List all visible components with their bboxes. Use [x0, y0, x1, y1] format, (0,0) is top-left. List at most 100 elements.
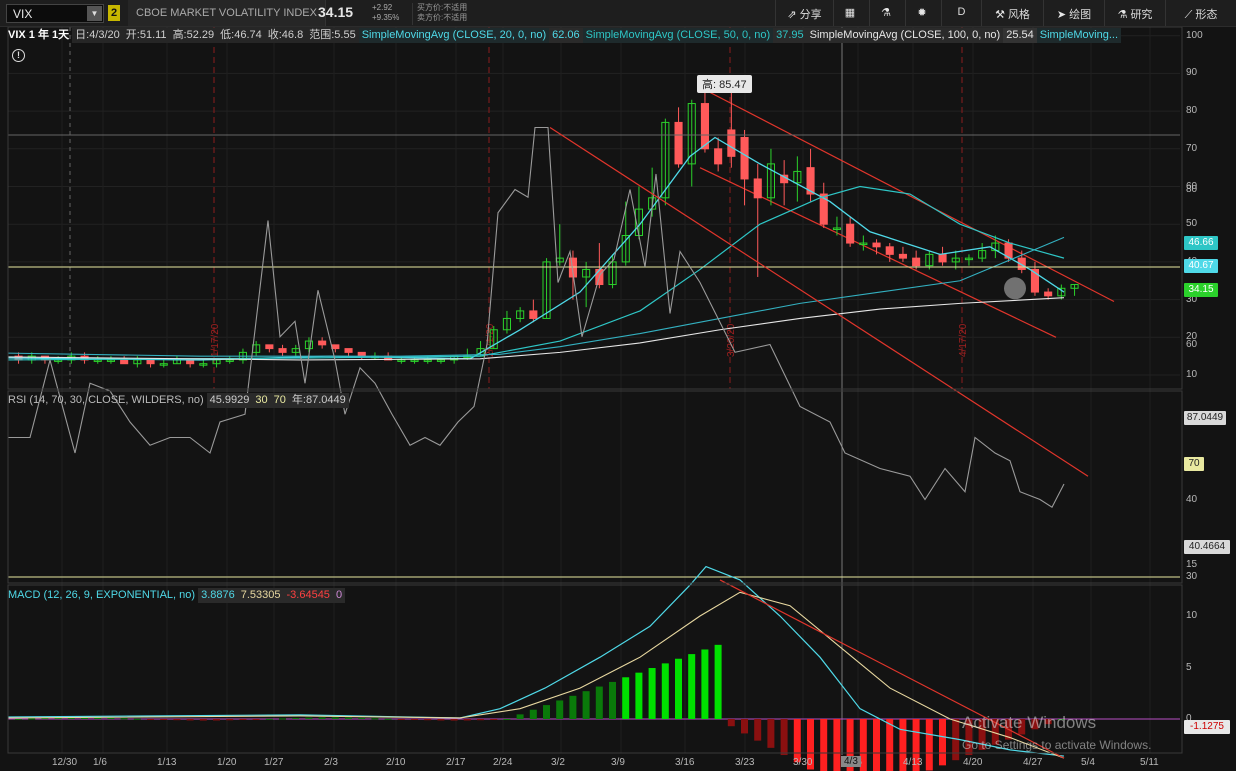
time-axis-tick: 1/20 [217, 757, 237, 768]
macd-histogram-bar [741, 719, 748, 734]
sma50-label[interactable]: SimpleMovingAvg (CLOSE, 50, 0, no) [582, 28, 774, 43]
flask-button[interactable]: ⚗ [869, 0, 905, 26]
candle-down [806, 167, 815, 195]
alert-icon[interactable]: ! [12, 49, 25, 62]
drawings-button[interactable]: ➤ 绘图 [1043, 0, 1104, 26]
candle-up [859, 242, 868, 246]
study-lines [7, 136, 1065, 361]
macd-histogram-bar [648, 668, 656, 719]
candle-down [1017, 257, 1026, 270]
macd-histogram-bar [292, 717, 300, 719]
rsi-top-tag: 87.0449 [1184, 411, 1226, 425]
share-button[interactable]: ⇗ 分享 [775, 0, 833, 26]
price-axis-tick: 50 [1186, 218, 1198, 230]
patterns-button[interactable]: ⟋ 形态 [1165, 0, 1236, 26]
time-axis-tick: 4/13 [903, 757, 923, 768]
drawings-label: 绘图 [1069, 9, 1092, 21]
macd-histogram-bar [397, 719, 405, 720]
symbol-period[interactable]: VIX 1 年 1天 [8, 29, 70, 41]
event-marker-label: 4/17/20 [958, 323, 969, 357]
style-button[interactable]: ⚒ 风格 [981, 0, 1043, 26]
candle-down [898, 253, 908, 259]
chart-canvas[interactable]: 1/17/20 2/21/20 3/20/20 4/17/20 [0, 27, 1236, 771]
studies-button[interactable]: ⚗ 研究 [1104, 0, 1165, 26]
ask-label: 卖方价:不适用 [417, 13, 468, 22]
candle-up [1057, 287, 1066, 297]
chart-area[interactable]: 1/17/20 2/21/20 3/20/20 4/17/20 VIX 1 年 1天日… [0, 27, 1236, 771]
candle-up [978, 250, 987, 259]
candle-up [621, 235, 630, 263]
bar-date: 日:4/3/20 [72, 28, 123, 43]
candle-up [199, 363, 208, 366]
candle-up [225, 359, 234, 362]
macd-pane [7, 565, 1180, 771]
rsi-axis-tick: 40 [1186, 493, 1198, 505]
candle-down [529, 310, 538, 319]
rsi-axis-tick: 80 [1186, 183, 1198, 195]
candle-down [727, 129, 736, 157]
macd-histogram-bar [569, 695, 577, 719]
macd-histogram-bar [503, 719, 511, 720]
time-axis-tick: 3/30 [793, 757, 813, 768]
macd-histogram-bar [912, 719, 920, 771]
rsi-axis-tick: 30 [1186, 571, 1198, 582]
candle-down [146, 359, 155, 365]
macd-histogram-bar [952, 719, 960, 761]
price-change: +2.92 +9.35% [372, 3, 399, 23]
sma100-label[interactable]: SimpleMovingAvg (CLOSE, 100, 0, no) [806, 28, 1004, 43]
candle-up [661, 121, 670, 199]
company-name: CBOE MARKET VOLATILITY INDEX [128, 0, 326, 26]
candle-up [542, 261, 551, 319]
macd-histogram-bar [1057, 719, 1065, 720]
macd-histogram-bar [490, 719, 498, 720]
macd-label[interactable]: MACD (12, 26, 9, EXPONENTIAL, no) [8, 589, 196, 601]
sma100-line [7, 297, 1065, 361]
candles [14, 88, 1079, 368]
style-label: 风格 [1007, 9, 1030, 21]
more-studies-label[interactable]: SimpleMoving... [1036, 28, 1122, 43]
symbol-dropdown-icon[interactable]: ▼ [87, 6, 102, 21]
macd-histogram-bar [305, 717, 313, 719]
share-icon: ⇗ [787, 9, 797, 21]
candle-down [753, 178, 762, 199]
pane-frames [7, 27, 1183, 754]
candle-down [700, 103, 710, 150]
candle-down [357, 351, 366, 357]
last-price-tag: 34.15 [1184, 283, 1218, 297]
candle-up [1070, 284, 1079, 289]
calendar-button[interactable]: ▦ [833, 0, 869, 26]
symbol-input[interactable]: VIX ▼ [6, 4, 104, 23]
macd-histogram-bar [15, 719, 22, 720]
macd-histogram-bar [160, 719, 168, 720]
macd-histogram-bar [239, 719, 247, 720]
time-axis-tick: 5/4 [1081, 757, 1095, 768]
macd-histogram-bar [1018, 719, 1026, 735]
macd-avg-line [7, 591, 1065, 759]
macd-trendline [719, 579, 1065, 759]
sma20-price-tag: 40.67 [1184, 259, 1218, 273]
macd-histogram-bar [463, 719, 471, 721]
candle-down [872, 242, 881, 248]
macd-histogram-bar [529, 709, 537, 719]
macd-histogram-bar [1044, 719, 1052, 725]
event-markers: 1/17/20 2/21/20 3/20/20 4/17/20 [210, 27, 969, 389]
candle-down [938, 253, 947, 263]
rsi-label[interactable]: RSI (14, 70, 30, CLOSE, WILDERS, no) [8, 394, 204, 406]
candle-down [120, 359, 129, 365]
macd-histogram-bar [859, 719, 867, 771]
macd-histogram-bar [331, 717, 339, 719]
bar-range: 范围:5.55 [306, 28, 359, 43]
link-group-badge[interactable]: 2 [108, 5, 120, 21]
time-axis-tick: 2/24 [493, 757, 513, 768]
sma20-label[interactable]: SimpleMovingAvg (CLOSE, 20, 0, no) [358, 28, 550, 43]
candle-down [819, 193, 828, 225]
rsi-last-tag: 40.4664 [1184, 540, 1230, 554]
candle-up [832, 227, 842, 230]
candle-up [951, 257, 960, 263]
settings-button[interactable]: ✹ [905, 0, 941, 26]
candle-down [1030, 268, 1040, 293]
share-label: 分享 [799, 9, 822, 21]
candle-down [265, 344, 274, 350]
aggregation-button[interactable]: D [941, 0, 981, 26]
cursor-icon: ➤ [1056, 9, 1067, 21]
